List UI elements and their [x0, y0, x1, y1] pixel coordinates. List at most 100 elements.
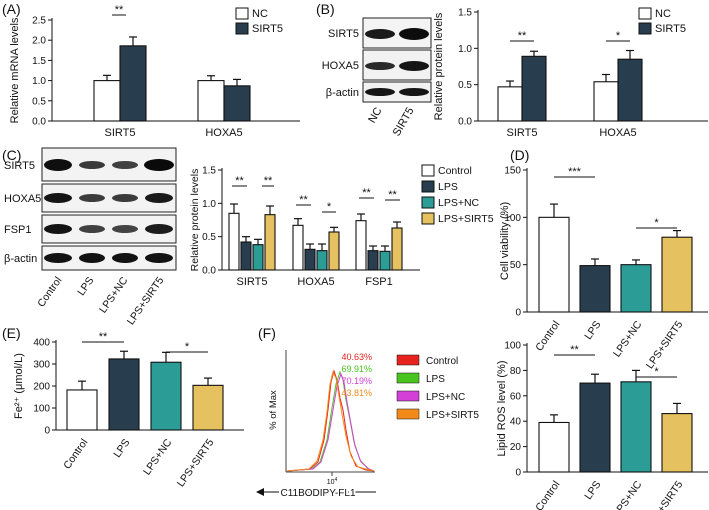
- legend-flow-lpsnc-swatch: [396, 390, 420, 402]
- legend-b-sirt5-label: SIRT5: [655, 23, 686, 35]
- legend-b: NC SIRT5: [638, 7, 686, 35]
- y-tick-label: 1.5: [202, 166, 216, 177]
- x-tick-label: LPS+NC: [611, 319, 645, 360]
- flow-y-label: % of Max: [268, 390, 279, 430]
- legend-c-lpsnc-swatch: [421, 196, 435, 209]
- blot-b-band: [365, 29, 395, 39]
- legend-b-sirt5-swatch: [638, 22, 652, 35]
- legend-a-nc-label: NC: [252, 8, 268, 20]
- y-axis-label: Lipid ROS level (%): [496, 361, 508, 457]
- blot-b-row-label: HOXA5: [322, 60, 359, 72]
- y-tick-label: 20: [510, 442, 522, 453]
- bar: [93, 80, 121, 122]
- legend-b-nc-label: NC: [655, 8, 671, 20]
- x-tick-label: LPS+SIRT5: [175, 437, 217, 490]
- legend-flow-lpsnc-label: LPS+NC: [426, 392, 465, 403]
- bar: [192, 384, 224, 431]
- y-tick-label: 0.5: [32, 96, 46, 107]
- y-tick-label: 100: [504, 213, 521, 224]
- legend-a-sirt5-swatch: [235, 22, 249, 35]
- y-axis-label: Relative protein levels: [433, 12, 445, 120]
- y-tick-label: 0: [515, 468, 521, 479]
- blot-c-band: [79, 225, 105, 233]
- y-tick-label: 0.0: [202, 266, 216, 277]
- x-tick-label: Control: [533, 319, 562, 354]
- flow-percent-lpsnc: 70.19%: [341, 376, 372, 386]
- x-tick-label: LPS: [111, 437, 132, 460]
- panel-label-e: (E): [2, 325, 21, 341]
- bar: [521, 55, 547, 122]
- y-tick-label: 0: [515, 308, 521, 319]
- blot-b-band: [365, 88, 395, 96]
- y-tick-label: 150: [504, 166, 521, 177]
- chart-a-mrna: 0.0 0.5 1.0 1.5 2.0 2.5 Relative mRNA levels SI…: [9, 4, 300, 139]
- blot-b-row-label: β-actin: [326, 87, 359, 99]
- y-tick-label: 1.0: [458, 44, 472, 55]
- blot-c-band: [145, 193, 173, 203]
- bar: [593, 81, 619, 122]
- flow-x-arrowhead: [256, 488, 264, 496]
- y-tick-label: 100: [504, 341, 521, 352]
- panel-label-d: (D): [510, 147, 529, 163]
- flow-histogram: 104 40.63% 69.91% 70.19% 43.81% % of Max…: [256, 350, 376, 501]
- bar: [66, 389, 98, 431]
- blot-c-band: [145, 224, 173, 234]
- significance-label: **: [299, 194, 308, 206]
- flow-percent-control: 40.63%: [341, 352, 372, 362]
- legend-c-lps-swatch: [421, 180, 435, 193]
- legend-a: NC SIRT5: [235, 7, 283, 35]
- significance-label: **: [115, 4, 124, 16]
- blot-b-band: [399, 28, 429, 40]
- y-tick-label: 2.5: [32, 16, 46, 27]
- bar: [252, 244, 264, 271]
- x-tick-label: HOXA5: [205, 127, 242, 139]
- y-axis-label: Cell viability (%): [499, 202, 511, 280]
- x-tick-label: LPS+SIRT5: [644, 319, 686, 372]
- panel-label-c: (C): [2, 147, 21, 163]
- significance-label: *: [654, 366, 659, 378]
- panel-label-f: (F): [258, 325, 276, 341]
- legend-flow-lpssirt5-swatch: [396, 408, 420, 420]
- bar: [328, 231, 340, 271]
- y-tick-label: 300: [33, 360, 50, 371]
- blot-c-band: [44, 193, 72, 203]
- significance-label: **: [99, 331, 108, 343]
- bar: [228, 212, 240, 271]
- bar: [617, 58, 643, 122]
- bar: [620, 381, 652, 473]
- chart-e-iron: 0 100 200 300 400 Fe²⁺ (μmol/L) Control LPS LPS+…: [13, 331, 244, 489]
- legend-flow-control-label: Control: [426, 356, 458, 367]
- y-tick-label: 1.5: [458, 8, 472, 19]
- blot-b-actin-strip: [362, 81, 432, 103]
- blot-c-row-label: β-actin: [4, 253, 37, 265]
- chart-b-protein: 0.0 0.5 1.0 1.5 Relative protein levels SIRT5…: [433, 8, 708, 139]
- bar: [579, 382, 611, 473]
- bar: [264, 214, 276, 271]
- bar: [355, 220, 367, 271]
- bar: [119, 45, 147, 122]
- flow-curve-lpsnc: [286, 372, 375, 472]
- x-tick-label: LPS+NC: [141, 437, 175, 478]
- bar: [292, 224, 304, 271]
- blot-c-band: [44, 224, 72, 234]
- x-tick-label: HOXA5: [297, 276, 334, 288]
- y-tick-label: 0: [44, 426, 50, 437]
- legend-flow-lps-label: LPS: [426, 374, 445, 385]
- y-tick-label: 0.0: [32, 117, 46, 128]
- x-tick-label: FSP1: [365, 276, 393, 288]
- flow-curve-control: [286, 369, 375, 472]
- legend-a-sirt5-label: SIRT5: [252, 23, 283, 35]
- significance-label: **: [362, 187, 371, 199]
- blot-b-row-label: SIRT5: [328, 28, 359, 40]
- blot-c-band: [79, 194, 105, 202]
- flow-percent-lpssirt5: 43.81%: [341, 388, 372, 398]
- y-tick-label: 2.0: [32, 36, 46, 47]
- significance-label: *: [616, 30, 621, 42]
- bar: [497, 86, 523, 122]
- blot-c-band: [112, 194, 138, 202]
- y-tick-label: 0.5: [202, 232, 216, 243]
- bar: [150, 361, 182, 431]
- blot-b-band: [399, 88, 429, 96]
- x-tick-label: Control: [533, 479, 562, 510]
